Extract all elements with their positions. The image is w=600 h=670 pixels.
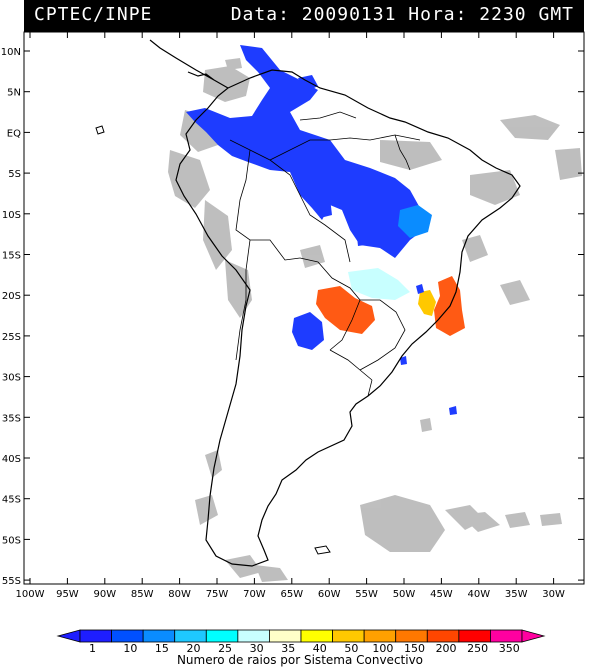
legend-swatches — [56, 629, 546, 643]
lat-label: 10S — [2, 210, 21, 221]
lon-label: 100W — [16, 589, 45, 600]
legend-swatch — [426, 629, 460, 643]
lat-ticks — [24, 50, 584, 581]
lon-label: 95W — [56, 589, 79, 600]
legend-value: 150 — [404, 642, 425, 654]
header-datetime: Data: 20090131 Hora: 2230 GMT — [230, 4, 574, 25]
lat-label: 25S — [2, 332, 21, 343]
legend-value: 200 — [436, 642, 457, 654]
lat-label: 20S — [2, 291, 21, 302]
header-source: CPTEC/INPE — [34, 4, 153, 25]
lat-label: 45S — [2, 495, 21, 506]
legend-caption: Numero de raios por Sistema Convectivo — [176, 653, 424, 667]
lon-label: 90W — [93, 589, 116, 600]
legend-swatch — [142, 629, 176, 643]
central-america-coastline — [149, 39, 229, 89]
legend-value: 35 — [281, 642, 295, 654]
system-paraguay-blue — [292, 312, 324, 350]
lat-label: 35S — [2, 413, 21, 424]
legend-swatch — [205, 629, 239, 643]
legend-value: 10 — [123, 642, 137, 654]
color-legend: 1 10 15 20 25 30 35 40 50 100 150 200 250 350 — [56, 629, 546, 654]
legend-swatch — [300, 629, 333, 643]
lat-label: 30S — [2, 373, 21, 384]
lon-label: 55W — [355, 589, 378, 600]
system-lightblue — [398, 205, 432, 238]
south-america-coastline — [175, 69, 521, 567]
lon-labels: 100W 95W 90W 85W 80W 75W 70W 65W 60W 55W 50W 45W 40W… — [16, 589, 566, 600]
lightning-systems — [186, 45, 465, 415]
legend-value: 30 — [250, 642, 264, 654]
lon-label: 40W — [467, 589, 490, 600]
lat-label: 55S — [2, 576, 21, 587]
system-small-blue-3 — [316, 198, 332, 218]
lon-ticks — [29, 32, 555, 584]
legend-swatch — [111, 629, 144, 643]
system-small-blue-4 — [416, 284, 424, 294]
lon-label: 65W — [280, 589, 303, 600]
lat-label: 15S — [2, 251, 21, 262]
lon-label: 75W — [206, 589, 229, 600]
lat-label: 40S — [2, 454, 21, 465]
legend-swatch — [395, 629, 428, 643]
legend-value: 50 — [344, 642, 358, 654]
country-borders — [229, 111, 421, 397]
legend-value: 350 — [499, 642, 520, 654]
lat-label: 10N — [1, 47, 21, 58]
legend-value: 250 — [467, 642, 488, 654]
legend-value: 25 — [218, 642, 232, 654]
legend-swatch — [363, 629, 397, 643]
legend-swatch — [490, 629, 523, 643]
system-small-blue-5 — [400, 356, 407, 365]
lon-label: 70W — [243, 589, 266, 600]
legend-swatch — [237, 629, 270, 643]
system-small-blue-6 — [449, 406, 457, 415]
system-amazon-blue — [186, 45, 426, 258]
system-central-orange — [316, 286, 375, 334]
islands — [95, 125, 331, 555]
legend-value: 15 — [155, 642, 169, 654]
legend-labels: 1 10 15 20 25 30 35 40 50 100 150 200 250 350 — [89, 642, 520, 654]
lat-labels: 10N 5N EQ 5S 10S 15S 20S 25S 30S 35S 40S 45S 50S 55S — [1, 47, 21, 587]
lat-label: EQ — [7, 128, 21, 139]
lon-label: 30W — [542, 589, 565, 600]
legend-swatch — [332, 629, 365, 643]
lat-label: 5N — [7, 88, 21, 99]
lon-label: 50W — [393, 589, 416, 600]
lat-label: 5S — [8, 169, 21, 180]
legend-value: 100 — [372, 642, 393, 654]
legend-value: 1 — [89, 642, 96, 654]
system-small-blue-2 — [356, 226, 372, 246]
lon-label: 80W — [168, 589, 191, 600]
lon-label: 35W — [505, 589, 528, 600]
legend-arrow-left — [56, 629, 81, 643]
lon-label: 60W — [318, 589, 341, 600]
legend-value: 20 — [187, 642, 201, 654]
legend-swatch — [269, 629, 302, 643]
legend-swatch — [174, 629, 207, 643]
lon-label: 45W — [430, 589, 453, 600]
lat-label: 50S — [2, 535, 21, 546]
cloud-field — [168, 58, 582, 582]
system-yellow — [418, 290, 436, 316]
map-border — [23, 31, 585, 585]
legend-value: 40 — [313, 642, 327, 654]
legend-swatch — [458, 629, 491, 643]
legend-arrow-right — [521, 629, 546, 643]
system-pale-cyan — [348, 268, 410, 300]
map-header: CPTEC/INPE Data: 20090131 Hora: 2230 GMT — [24, 0, 584, 32]
legend-swatch — [79, 629, 112, 643]
lon-label: 85W — [131, 589, 154, 600]
